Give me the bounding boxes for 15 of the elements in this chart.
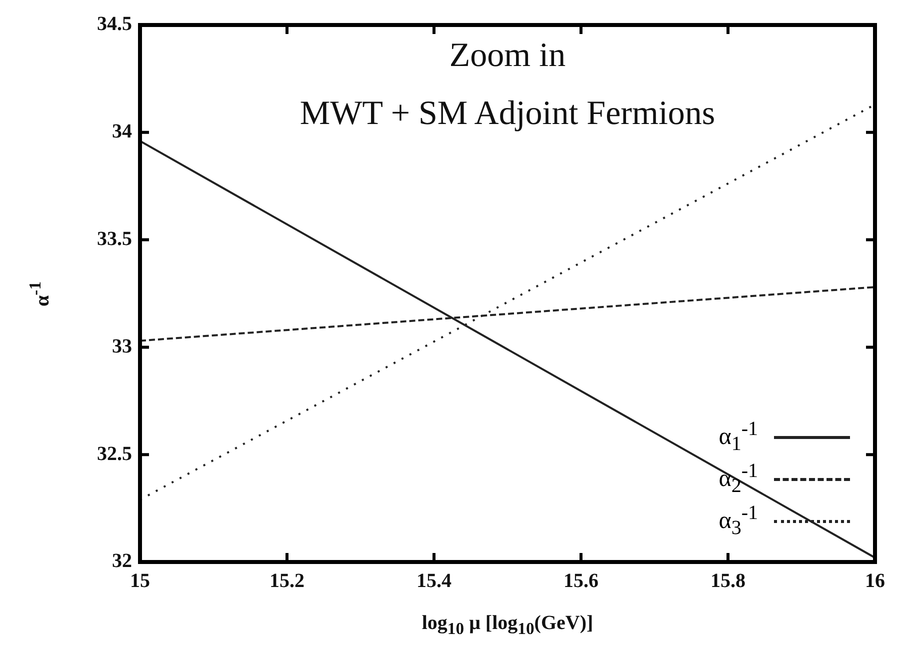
text: MWT + SM Adjoint Fermions: [300, 95, 716, 133]
x-tick-label: 15.8: [710, 570, 746, 592]
x-tick-label: 15: [130, 570, 150, 592]
y-tick-label: 34: [112, 120, 132, 143]
x-tick-label: 15.2: [270, 570, 304, 592]
x-tick-label: 16: [865, 570, 885, 592]
x-tick-label: 15.6: [564, 570, 598, 592]
chart-title: Zoom in: [449, 37, 566, 75]
y-tick-label: 32: [112, 550, 132, 572]
x-tick-label: 15.4: [416, 570, 452, 592]
y-tick-label: 33: [112, 335, 132, 358]
x-axis-title: log$_{10}$ μ [log$_{10}$(GeV)]: [422, 612, 594, 639]
y-tick-label: 33.5: [97, 228, 132, 250]
y-tick-label: 32.5: [97, 442, 132, 465]
y-tick-label: 34.5: [97, 13, 132, 36]
